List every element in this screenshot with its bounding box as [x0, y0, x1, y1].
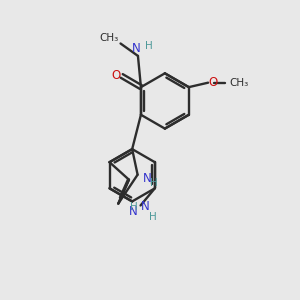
Text: CH₃: CH₃: [229, 78, 248, 88]
Text: H: H: [149, 212, 157, 222]
Text: N: N: [132, 42, 141, 55]
Text: H: H: [130, 202, 138, 212]
Text: N: N: [129, 205, 138, 218]
Text: O: O: [208, 76, 218, 89]
Text: H: H: [150, 178, 158, 188]
Text: N: N: [141, 200, 150, 214]
Text: H: H: [146, 41, 153, 52]
Text: O: O: [111, 69, 120, 82]
Text: CH₃: CH₃: [100, 33, 119, 43]
Text: N: N: [143, 172, 152, 185]
